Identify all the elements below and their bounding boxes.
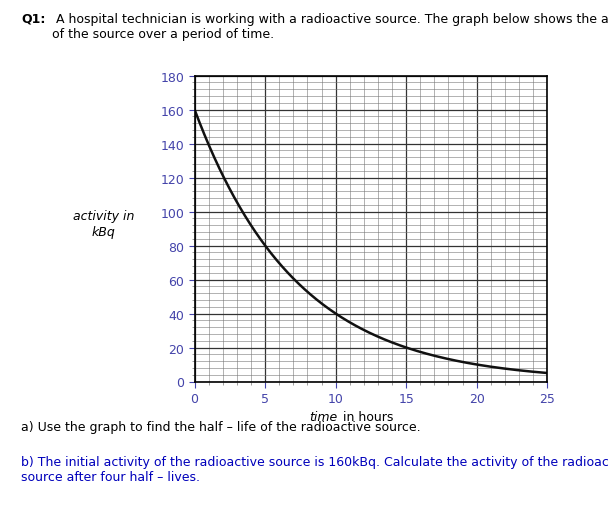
Text: A hospital technician is working with a radioactive source. The graph below show: A hospital technician is working with a … [52, 13, 608, 41]
Text: kBq: kBq [91, 225, 116, 238]
Text: in hours: in hours [339, 410, 393, 422]
Text: time: time [309, 410, 337, 422]
Text: activity in: activity in [73, 210, 134, 223]
Text: a) Use the graph to find the half – life of the radioactive source.: a) Use the graph to find the half – life… [21, 420, 421, 433]
Text: Q1:: Q1: [21, 13, 46, 25]
Text: b) The initial activity of the radioactive source is 160kBq. Calculate the activ: b) The initial activity of the radioacti… [21, 456, 608, 484]
